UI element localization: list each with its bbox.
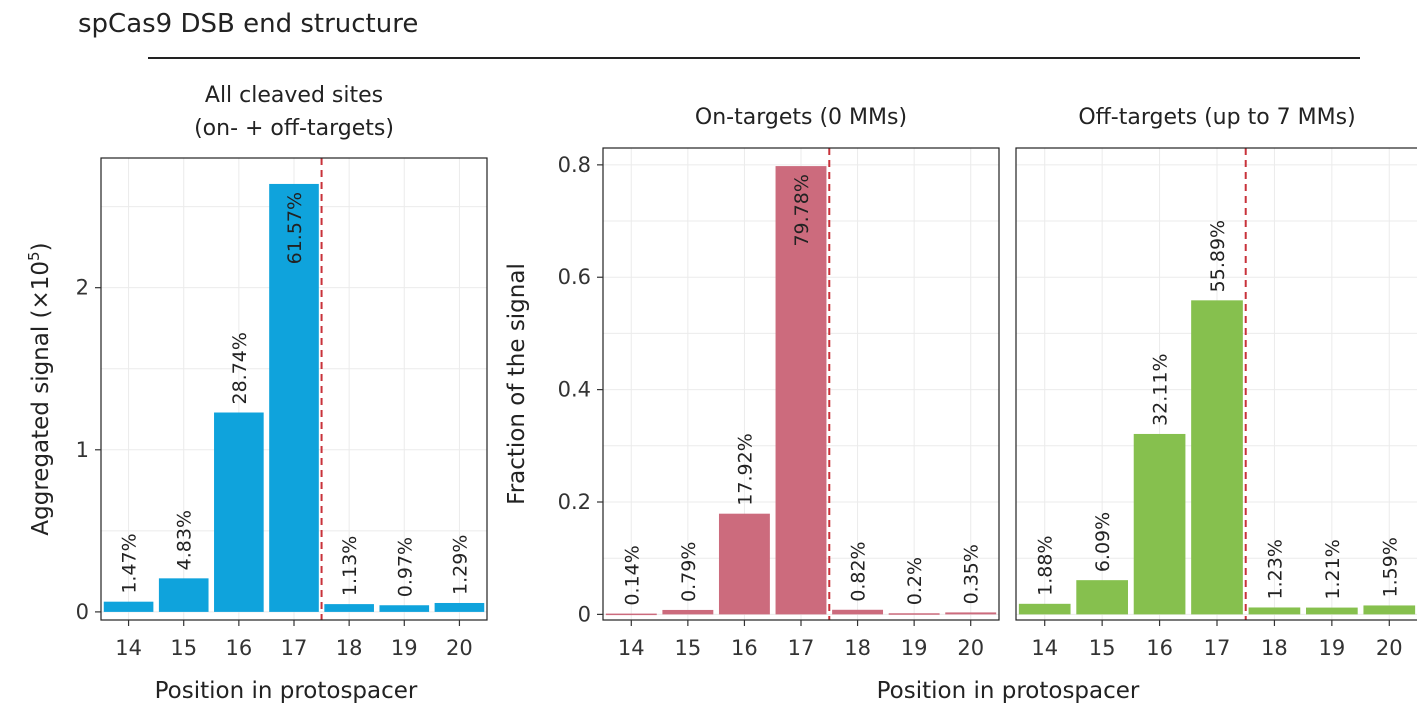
y-tick-label: 2: [76, 276, 89, 300]
x-tick-label: 19: [391, 636, 418, 660]
x-tick-label: 20: [446, 636, 473, 660]
panel-title: (on- + off-targets): [194, 116, 394, 141]
x-tick-label: 18: [1261, 636, 1288, 660]
data-label: 28.74%: [229, 332, 251, 404]
data-label: 0.79%: [678, 542, 700, 602]
bar-20: [1363, 605, 1416, 615]
x-tick-label: 16: [1146, 636, 1173, 660]
bar-18: [832, 609, 884, 615]
data-label: 1.13%: [339, 536, 361, 596]
data-label: 1.88%: [1035, 535, 1057, 595]
bar-15: [662, 609, 714, 615]
x-tick-label: 18: [336, 636, 363, 660]
y-tick-label: 0.4: [558, 378, 591, 402]
data-label: 0.35%: [961, 544, 983, 604]
bar-19: [888, 613, 940, 615]
x-tick-label: 14: [618, 636, 645, 660]
data-label: 79.78%: [791, 174, 813, 246]
panel-title: All cleaved sites: [205, 83, 383, 108]
y-axis-label: Fraction of the signal: [504, 263, 530, 505]
bar-18: [324, 604, 374, 612]
data-label: 55.89%: [1207, 220, 1229, 292]
chart-panel-2: 0.14% 0.79% 17.92% 79.78% 0.82% 0.2% 0.35% 14 15…: [504, 105, 1000, 660]
x-tick-label: 15: [1089, 636, 1116, 660]
x-tick-label: 18: [844, 636, 871, 660]
x-tick-label: 17: [1204, 636, 1231, 660]
panel-title: On-targets (0 MMs): [695, 105, 907, 130]
x-tick-label: 14: [1031, 636, 1058, 660]
x-tick-label: 15: [674, 636, 701, 660]
y-tick-label: 0: [76, 600, 89, 624]
x-tick-label: 15: [170, 636, 197, 660]
shared-x-axis-label: Position in protospacer: [877, 678, 1140, 704]
bar-15: [1076, 580, 1128, 615]
x-tick-label: 20: [1376, 636, 1403, 660]
figure-title: spCas9 DSB end structure: [78, 9, 418, 39]
bar-17: [269, 183, 319, 612]
chart-panel-3: 1.88% 6.09% 32.11% 55.89% 1.23% 1.21% 1.59% 14 1…: [1015, 105, 1417, 660]
data-label: 1.29%: [449, 535, 471, 595]
panel-title: Off-targets (up to 7 MMs): [1078, 105, 1355, 130]
x-tick-label: 19: [901, 636, 928, 660]
y-tick-label: 0: [578, 602, 591, 626]
bar-17: [775, 166, 827, 615]
x-tick-label: 16: [225, 636, 252, 660]
data-label: 0.97%: [394, 537, 416, 597]
x-tick-label: 19: [1318, 636, 1345, 660]
bar-16: [1133, 433, 1186, 615]
data-label: 1.59%: [1379, 537, 1401, 597]
bar-16: [718, 513, 770, 615]
y-tick-label: 0.2: [558, 490, 591, 514]
x-tick-label: 17: [788, 636, 815, 660]
y-tick-label: 1: [76, 438, 89, 462]
data-label: 32.11%: [1150, 354, 1172, 426]
bar-17: [1191, 300, 1243, 615]
data-label: 1.21%: [1322, 539, 1344, 599]
y-axis-label: Aggregated signal (×105): [25, 242, 54, 535]
x-tick-label: 16: [731, 636, 758, 660]
data-label: 1.23%: [1264, 539, 1286, 599]
chart-panel-1: 1.47% 4.83% 28.74% 61.57% 1.13% 0.97% 1.29% 14 1…: [25, 83, 488, 704]
y-tick-label: 0.8: [558, 153, 591, 177]
x-tick-label: 17: [281, 636, 308, 660]
data-label: 0.82%: [848, 541, 870, 601]
bar-19: [379, 605, 430, 612]
bar-18: [1248, 607, 1301, 615]
x-tick-label: 14: [115, 636, 142, 660]
bar-14: [605, 613, 657, 616]
data-label: 0.2%: [904, 557, 926, 605]
data-label: 6.09%: [1092, 512, 1114, 572]
data-label: 61.57%: [284, 192, 306, 264]
bar-15: [158, 578, 209, 612]
data-label: 0.14%: [621, 545, 643, 605]
bar-20: [434, 602, 485, 612]
bar-14: [103, 601, 154, 612]
x-axis-label: Position in protospacer: [155, 678, 418, 704]
bar-20: [945, 612, 997, 615]
data-label: 17.92%: [734, 433, 756, 505]
bar-14: [1018, 603, 1071, 615]
data-label: 1.47%: [119, 533, 141, 593]
x-tick-label: 20: [957, 636, 984, 660]
data-label: 4.83%: [174, 510, 196, 570]
bar-19: [1306, 607, 1358, 615]
bar-16: [214, 412, 264, 612]
y-tick-label: 0.6: [558, 265, 591, 289]
